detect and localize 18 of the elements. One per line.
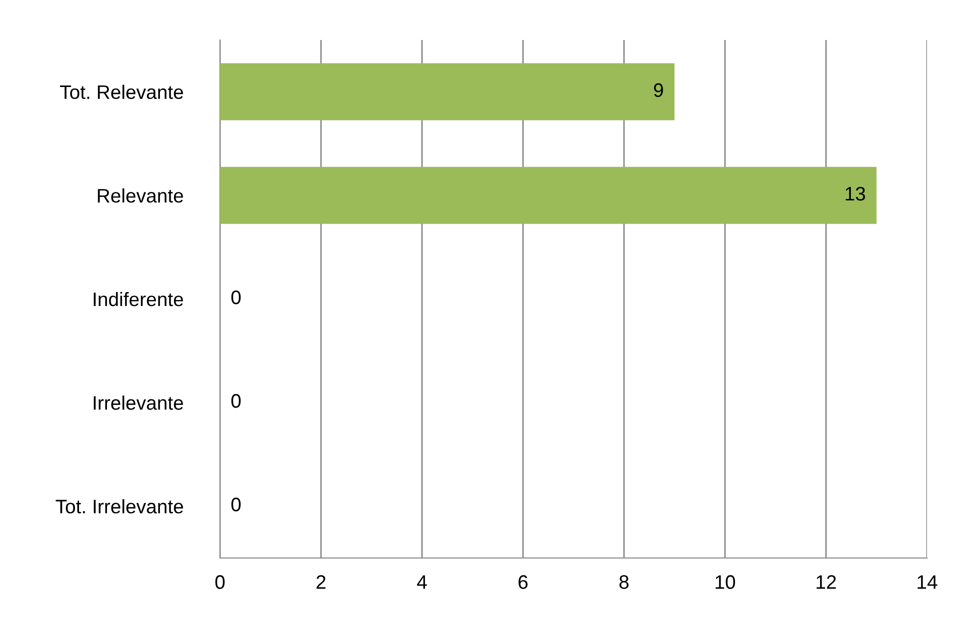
x-tick-label: 0 — [215, 575, 225, 589]
data-label: 0 — [231, 394, 241, 408]
data-label: 0 — [231, 498, 241, 512]
x-tick-label: 6 — [518, 575, 528, 589]
x-tick-label: 12 — [816, 575, 836, 589]
data-label: 0 — [231, 290, 241, 304]
data-label: 13 — [846, 186, 866, 201]
x-tick-label: 8 — [619, 575, 629, 589]
y-tick-label: Irrelevante — [94, 396, 184, 410]
x-tick-label: 4 — [417, 575, 427, 589]
data-label: 9 — [654, 83, 663, 98]
x-tick-label: 10 — [716, 575, 736, 589]
y-tick-label: Tot. Relevante — [60, 84, 184, 100]
y-tick-label: Indiferente — [94, 292, 184, 306]
x-tick-label: 14 — [918, 575, 938, 589]
x-tick-label: 2 — [316, 575, 326, 589]
y-tick-label: Relevante — [98, 188, 184, 203]
y-tick-label: Tot. Irrelevante — [56, 499, 184, 514]
